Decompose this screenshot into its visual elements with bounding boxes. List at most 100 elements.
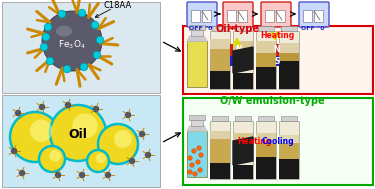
FancyBboxPatch shape xyxy=(261,2,291,27)
Circle shape xyxy=(72,113,98,139)
Bar xyxy=(2,95,160,187)
Circle shape xyxy=(50,105,106,161)
Bar xyxy=(227,10,236,22)
Bar xyxy=(281,26,297,31)
Polygon shape xyxy=(187,36,207,41)
Bar xyxy=(212,26,228,31)
Text: S: S xyxy=(274,57,280,66)
FancyBboxPatch shape xyxy=(299,2,329,27)
Polygon shape xyxy=(233,137,253,165)
Bar xyxy=(210,121,230,179)
Bar xyxy=(212,116,228,121)
Text: N: N xyxy=(274,46,280,54)
Bar xyxy=(279,159,299,179)
Circle shape xyxy=(50,150,61,162)
Circle shape xyxy=(125,112,131,118)
Bar xyxy=(183,26,373,94)
Bar xyxy=(279,43,299,53)
Circle shape xyxy=(44,23,52,31)
Bar xyxy=(258,26,274,31)
Circle shape xyxy=(98,124,138,164)
Bar xyxy=(281,116,297,121)
Circle shape xyxy=(188,170,192,174)
Polygon shape xyxy=(187,126,207,131)
Bar xyxy=(279,121,299,179)
Bar xyxy=(187,41,207,87)
Text: ON "1": ON "1" xyxy=(264,26,288,30)
Circle shape xyxy=(188,156,192,160)
Bar xyxy=(210,163,230,179)
FancyBboxPatch shape xyxy=(223,2,253,27)
Bar xyxy=(233,133,253,141)
Bar xyxy=(233,41,253,51)
Circle shape xyxy=(91,21,99,29)
Bar xyxy=(210,31,230,89)
Circle shape xyxy=(145,152,151,158)
Bar xyxy=(2,2,160,93)
Text: Heating: Heating xyxy=(237,138,272,146)
Text: OFF "0": OFF "0" xyxy=(301,26,327,30)
Bar xyxy=(233,165,253,179)
Bar xyxy=(279,61,299,89)
Circle shape xyxy=(42,33,50,41)
Text: N: N xyxy=(236,46,242,54)
Circle shape xyxy=(39,104,45,110)
Bar xyxy=(256,121,276,179)
Text: OFF "0": OFF "0" xyxy=(189,26,215,30)
Circle shape xyxy=(79,172,85,178)
Circle shape xyxy=(93,51,101,59)
Text: Oil-type: Oil-type xyxy=(215,24,259,34)
Bar xyxy=(314,10,323,22)
Bar xyxy=(256,157,276,179)
Circle shape xyxy=(63,65,71,73)
Bar xyxy=(256,41,276,53)
Circle shape xyxy=(197,146,201,150)
Circle shape xyxy=(15,110,21,116)
Circle shape xyxy=(93,106,99,112)
Bar xyxy=(303,10,312,22)
Bar xyxy=(256,133,276,143)
Bar xyxy=(279,31,299,89)
Bar xyxy=(276,10,285,22)
Bar xyxy=(268,44,286,56)
Bar xyxy=(191,120,203,126)
Text: O/W emulsion-type: O/W emulsion-type xyxy=(220,96,325,106)
Bar xyxy=(187,131,207,177)
Circle shape xyxy=(196,160,200,164)
Bar xyxy=(230,44,248,56)
Circle shape xyxy=(199,153,203,157)
Text: $\rm Fe_3O_4$: $\rm Fe_3O_4$ xyxy=(58,39,86,51)
Circle shape xyxy=(30,119,52,142)
Circle shape xyxy=(42,11,102,71)
Bar xyxy=(233,121,253,179)
Circle shape xyxy=(190,163,194,167)
Circle shape xyxy=(65,102,71,108)
Bar xyxy=(279,135,299,143)
Bar xyxy=(256,143,276,157)
Bar xyxy=(191,30,203,36)
Bar xyxy=(258,116,274,121)
Bar xyxy=(268,56,286,66)
Text: C18AA: C18AA xyxy=(104,2,132,11)
FancyBboxPatch shape xyxy=(187,2,217,27)
Text: S: S xyxy=(236,57,242,66)
Circle shape xyxy=(193,172,197,176)
Bar xyxy=(279,143,299,159)
Bar xyxy=(189,25,205,30)
Bar xyxy=(235,116,251,121)
Bar xyxy=(256,31,276,89)
Circle shape xyxy=(139,131,145,137)
Circle shape xyxy=(96,36,104,44)
Bar xyxy=(183,98,373,185)
Bar xyxy=(265,10,274,22)
Circle shape xyxy=(40,43,48,51)
Text: Heating: Heating xyxy=(260,30,295,40)
Bar xyxy=(235,26,251,31)
Bar xyxy=(210,49,230,71)
Circle shape xyxy=(10,112,60,162)
Bar xyxy=(210,131,230,139)
Circle shape xyxy=(19,170,25,176)
Circle shape xyxy=(11,148,17,154)
Circle shape xyxy=(46,57,54,65)
Circle shape xyxy=(87,150,109,172)
